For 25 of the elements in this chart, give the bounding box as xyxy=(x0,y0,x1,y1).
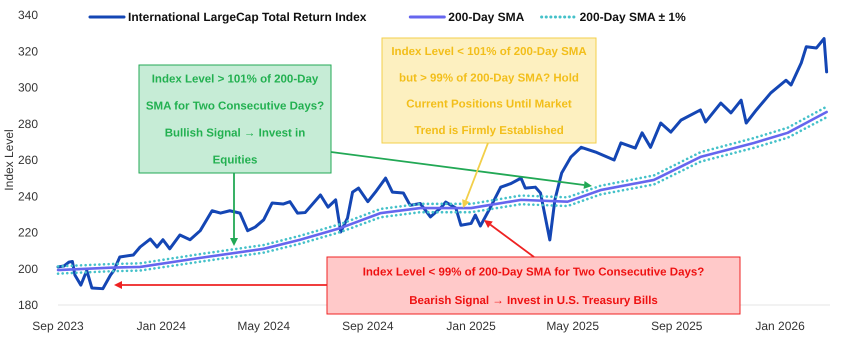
y-tick-label: 280 xyxy=(18,116,38,131)
y-tick-label: 180 xyxy=(18,298,38,312)
y-tick-label: 320 xyxy=(18,44,38,58)
y-tick-label: 300 xyxy=(18,80,38,95)
x-tick-label: Sep 2025 xyxy=(651,319,703,333)
y-tick-label: 200 xyxy=(18,262,38,276)
x-tick-label: May 2024 xyxy=(237,319,290,333)
legend-label: 200-Day SMA ± 1% xyxy=(580,10,686,24)
x-tick-label: Sep 2023 xyxy=(32,319,84,333)
y-tick-label: 240 xyxy=(18,189,38,204)
x-tick-label: Jan 2024 xyxy=(136,319,186,333)
line-series xyxy=(56,37,828,290)
legend-label: 200-Day SMA xyxy=(448,10,525,24)
y-tick-label: 260 xyxy=(18,153,38,168)
text: Index Level > 101% of 200-Day SMA for Two Consecutive Days? Bullish Signal → Invest in Equities xyxy=(146,74,324,167)
x-tick-label: Jan 2025 xyxy=(446,319,496,333)
legend-label: International LargeCap Total Return Index xyxy=(128,10,367,24)
x-tick-label: Sep 2024 xyxy=(342,319,394,333)
y-tick-label: 340 xyxy=(18,8,38,22)
text: Index Level < 99% of 200-Day SMA for Two Consecutive Days? Bearish Signal → Invest in U.S. Treasury Bills xyxy=(362,266,704,307)
y-axis-title: Index Level xyxy=(2,129,16,191)
y-tick-label: 220 xyxy=(18,226,38,240)
x-tick-label: May 2025 xyxy=(546,319,600,333)
x-tick-label: Jan 2026 xyxy=(755,319,806,333)
text: Index Level < 101% of 200-Day SMA but > 99% of 200-Day SMA? Hold Current Positions Until Market Trend is Firmly Established xyxy=(391,46,587,137)
